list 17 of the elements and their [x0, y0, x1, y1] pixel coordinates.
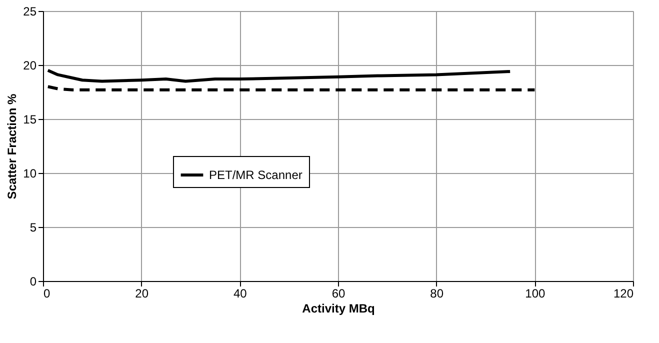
y-tick-label: 15	[23, 112, 37, 126]
y-tick-label: 0	[30, 274, 37, 288]
x-tick-label: 120	[613, 286, 634, 300]
x-tick-label: 100	[525, 286, 546, 300]
y-tick-label: 5	[30, 220, 37, 234]
x-tick-label: 60	[332, 286, 346, 300]
y-tick-label: 20	[23, 58, 37, 72]
x-tick-label: 20	[135, 286, 149, 300]
x-tick-label: 0	[44, 286, 50, 300]
y-tick-label: 25	[23, 4, 37, 18]
y-axis-title: Scatter Fraction %	[5, 93, 20, 200]
line-series	[46, 68, 512, 83]
x-tick-label: 80	[430, 286, 444, 300]
x-tick-label: 40	[233, 286, 248, 300]
y-tick-label: 10	[23, 166, 37, 180]
x-axis-title: Activity MBq	[302, 302, 375, 316]
legend-label: PET/MR Scanner	[209, 168, 302, 182]
